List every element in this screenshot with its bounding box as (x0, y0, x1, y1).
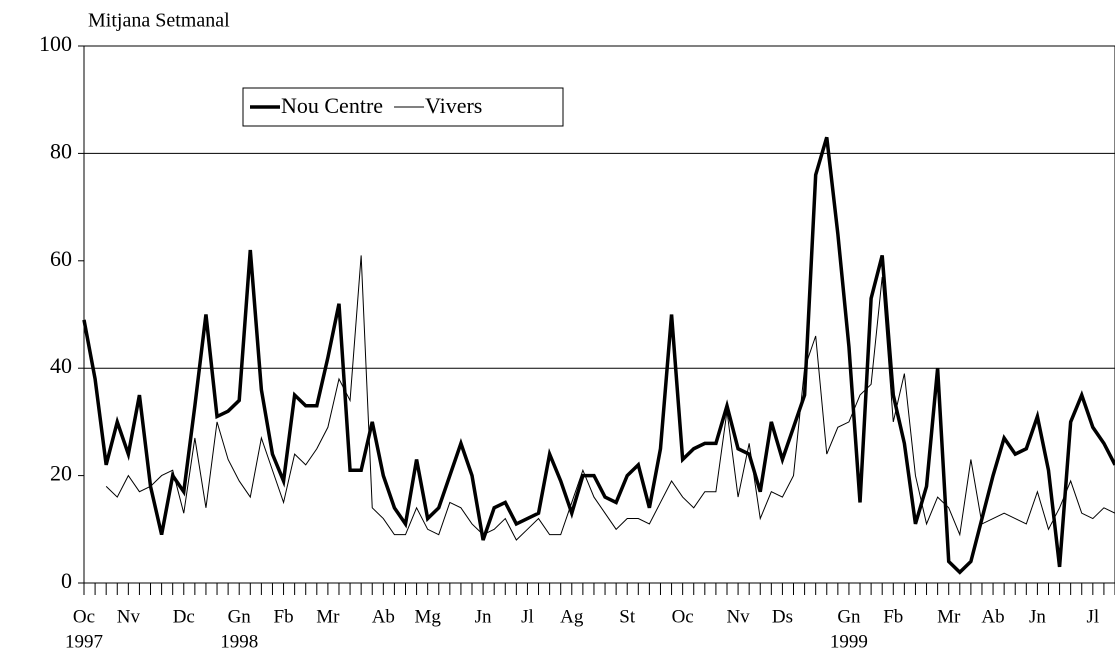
y-tick-label: 20 (50, 461, 72, 486)
x-tick-label: Fb (883, 606, 903, 627)
x-tick-label: Jl (1086, 606, 1099, 627)
x-tick-label: Jl (521, 606, 534, 627)
series-line (82, 136, 1115, 575)
x-tick-label: Dc (173, 606, 195, 627)
legend: Nou Centre Vivers (242, 87, 564, 127)
x-tick-label: Nv (726, 606, 750, 627)
y-tick-label: 100 (39, 31, 72, 56)
year-label: 1998 (220, 631, 258, 652)
x-tick-label: Nv (117, 606, 141, 627)
x-tick-label: Gn (228, 606, 252, 627)
x-tick-label: Fb (274, 606, 294, 627)
y-tick-label: 40 (50, 353, 72, 378)
x-tick-label: Mr (937, 606, 961, 627)
x-tick-label: Ag (560, 606, 584, 627)
x-tick-label: St (619, 606, 636, 627)
series-line (105, 255, 1115, 541)
year-label: 1997 (65, 631, 103, 652)
x-tick-label: Oc (73, 606, 95, 627)
x-tick-label: Gn (837, 606, 861, 627)
legend-label: Vivers (425, 93, 482, 118)
y-axis-title: Mitjana Setmanal (88, 10, 230, 32)
x-tick-label: Ab (981, 606, 1004, 627)
x-tick-label: Mr (316, 606, 340, 627)
x-tick-label: Ab (372, 606, 395, 627)
year-label: 1999 (830, 631, 868, 652)
x-tick-label: Ds (772, 606, 793, 627)
x-tick-label: Oc (672, 606, 694, 627)
x-tick-label: Jn (1029, 606, 1046, 627)
y-tick-label: 60 (50, 246, 72, 271)
plot-frame (83, 45, 1115, 584)
legend-label: Nou Centre (281, 93, 383, 118)
x-tick-label: Jn (475, 606, 492, 627)
y-tick-label: 0 (61, 568, 72, 593)
y-tick-label: 80 (50, 138, 72, 163)
x-tick-label: Mg (414, 606, 441, 627)
